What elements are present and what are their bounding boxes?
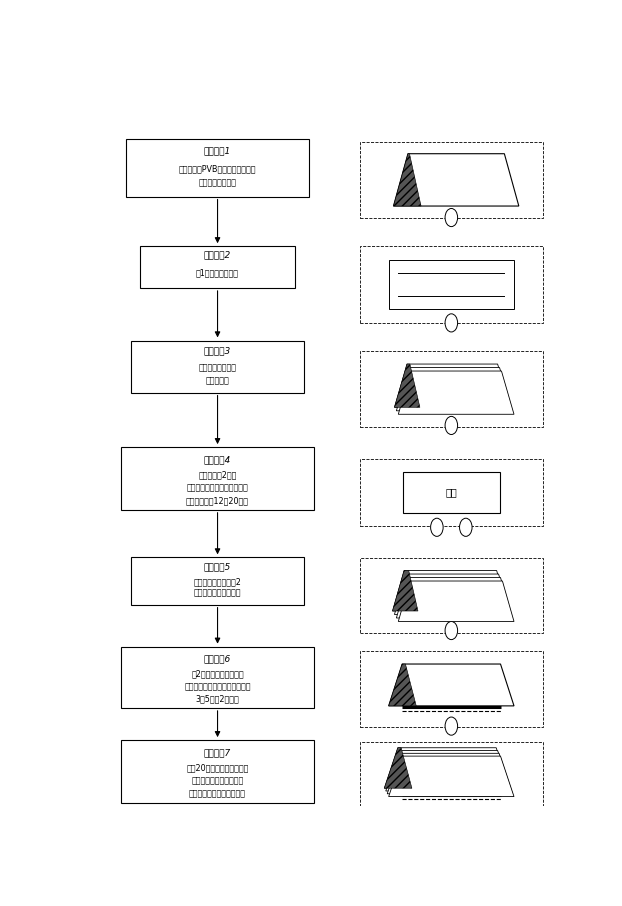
Text: ステップ5: ステップ5: [204, 563, 231, 572]
Bar: [403, 472, 499, 513]
Text: ステップ3: ステップ3: [204, 347, 231, 356]
Text: 緩和させたPVBシートの積層体を: 緩和させたPVBシートの積層体を: [179, 165, 256, 174]
Text: シートで、スピンサイクルは: シートで、スピンサイクルは: [187, 484, 248, 492]
Text: ステップ2: ステップ2: [204, 250, 231, 259]
Polygon shape: [398, 581, 514, 622]
Bar: [360, 246, 543, 323]
Bar: [131, 557, 304, 604]
Polygon shape: [394, 154, 519, 206]
Bar: [360, 742, 543, 817]
Circle shape: [445, 313, 458, 332]
Text: 第2バスバーの付着及び: 第2バスバーの付着及び: [191, 670, 244, 679]
Text: 通常20枚の仕上げ処理済み: 通常20枚の仕上げ処理済み: [187, 764, 249, 773]
Text: シートを積層して、多層: シートを積層して、多層: [192, 776, 244, 786]
Bar: [141, 246, 295, 288]
Polygon shape: [392, 571, 418, 611]
Bar: [121, 447, 314, 510]
Text: 3～5分（2人）。: 3～5分（2人）。: [196, 694, 239, 703]
Text: 仕上げ処理。サイクルタイムは: 仕上げ処理。サイクルタイムは: [184, 682, 251, 691]
Text: ステップ7: ステップ7: [204, 748, 231, 757]
Text: シートを積層して: シートを積層して: [198, 363, 236, 372]
Bar: [360, 141, 543, 218]
Text: 成形のために切断: 成形のために切断: [198, 178, 236, 188]
Polygon shape: [396, 368, 512, 410]
Polygon shape: [398, 371, 514, 414]
Polygon shape: [394, 364, 510, 408]
Text: ステップ4: ステップ4: [204, 455, 231, 464]
Text: 配線。通常2枚の: 配線。通常2枚の: [198, 471, 237, 480]
Polygon shape: [394, 364, 420, 408]
Circle shape: [445, 622, 458, 640]
Bar: [360, 352, 543, 427]
Polygon shape: [384, 747, 412, 788]
Circle shape: [460, 518, 472, 536]
Text: グレージングの組立を持つ: グレージングの組立を持つ: [189, 789, 246, 798]
Polygon shape: [392, 571, 508, 611]
Bar: [360, 558, 543, 633]
Text: 配線: 配線: [445, 487, 457, 497]
Polygon shape: [389, 757, 514, 796]
Polygon shape: [389, 664, 514, 706]
Bar: [126, 140, 309, 197]
Text: 配線を持つ: 配線を持つ: [206, 376, 230, 385]
Bar: [121, 647, 314, 708]
Bar: [389, 260, 514, 309]
Text: シートを積層して第2: シートを積層して第2: [193, 577, 241, 586]
Polygon shape: [394, 574, 510, 614]
Polygon shape: [388, 753, 513, 794]
Bar: [121, 740, 314, 803]
Polygon shape: [389, 664, 416, 706]
Polygon shape: [384, 747, 509, 788]
Circle shape: [445, 717, 458, 735]
Text: 型式に応じ〒12～20分。: 型式に応じ〒12～20分。: [186, 496, 249, 505]
Text: 第1バスバーの付着: 第1バスバーの付着: [196, 269, 239, 278]
Text: ステップ6: ステップ6: [204, 654, 231, 663]
Circle shape: [430, 518, 443, 536]
Polygon shape: [386, 750, 511, 791]
Text: バスバーの付着を持つ: バスバーの付着を持つ: [194, 589, 241, 598]
Bar: [360, 459, 543, 525]
Bar: [131, 341, 304, 393]
Circle shape: [445, 208, 458, 226]
Polygon shape: [396, 577, 512, 618]
Polygon shape: [394, 154, 421, 206]
Bar: [360, 651, 543, 727]
Text: ステップ1: ステップ1: [204, 147, 231, 155]
Circle shape: [445, 417, 458, 435]
